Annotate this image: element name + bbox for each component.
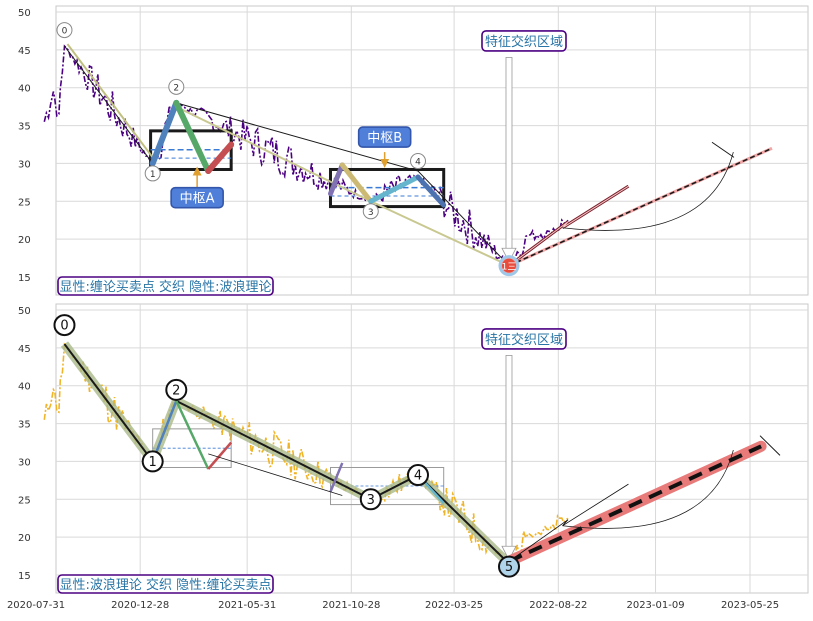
- bottom-xtick-label: 2021-10-28: [322, 600, 380, 611]
- top-price-line: [43, 44, 569, 267]
- bottom-ytick-label: 20: [18, 533, 31, 544]
- top-projection-arc: [562, 151, 734, 231]
- top-pivot-marker: [410, 153, 427, 170]
- bottom-pivot-marker: [407, 464, 430, 487]
- top-channel-2-5: [176, 102, 510, 266]
- bottom-pivot-marker: [497, 555, 520, 578]
- top-ytick-label: 50: [18, 8, 31, 19]
- bottom-thin-connector: [208, 453, 343, 496]
- top-stroke-segment: [368, 174, 421, 204]
- top-region-arrowhead: [501, 247, 517, 263]
- bottom-stroke-segment: [329, 462, 344, 493]
- callout-zhongshu-a-box: [170, 186, 224, 209]
- bottom-ytick-label: 50: [18, 306, 31, 317]
- bottom-ytick-label: 35: [18, 420, 31, 431]
- callout-zhongshu-a: 中枢A: [180, 192, 215, 207]
- top-region-label-box: [481, 30, 567, 52]
- bottom-xtick-label: 2020-07-31: [7, 600, 65, 611]
- bottom-projection-tick: [759, 435, 781, 456]
- top-stroke-segment: [415, 174, 447, 208]
- top-panel: 15 20 25 30 35 40 45 50 0 1 2 3 4 1三 中枢A 中枢B 特征交织区域显性:缠论…: [18, 5, 809, 296]
- bottom-xtick-label: 2023-05-25: [721, 600, 779, 611]
- bottom-region-label: 特征交织区域: [485, 332, 563, 348]
- bottom-xtick-label: 2022-08-22: [529, 600, 587, 611]
- bottom-pivot-label: 2: [172, 383, 180, 398]
- top-pivot-label: 2: [173, 83, 179, 93]
- top-channel-0-1: [64, 45, 154, 164]
- bottom-pivot-marker: [165, 378, 188, 401]
- bottom-ytick-label: 15: [18, 571, 31, 582]
- bottom-pivot-label: 5: [505, 560, 513, 575]
- bottom-region-label-box: [481, 328, 567, 350]
- bottom-ytick-label: 30: [18, 457, 31, 468]
- bottom-frame: [55, 303, 809, 594]
- top-region-label: 特征交织区域: [485, 34, 563, 50]
- bottom-ytick-label: 40: [18, 382, 31, 393]
- top-projection-tick: [711, 141, 735, 158]
- top-pivot-label: 4: [415, 158, 421, 168]
- bottom-pivot-marker: [53, 314, 76, 337]
- top-legend-text-box: [57, 276, 274, 296]
- top-ytick-label: 20: [18, 235, 31, 246]
- top-stroke-segment: [205, 141, 235, 174]
- top-region-arrow: [505, 57, 513, 251]
- bottom-legend-text: 显性:波浪理论 交织 隐性:缠论买卖点: [59, 577, 271, 593]
- bottom-legend-text-box: [57, 574, 274, 594]
- top-stroke-segment: [173, 99, 212, 174]
- top-pivot-marker: [168, 78, 185, 95]
- bottom-pivot-label: 1: [149, 455, 157, 470]
- top-channel-0-1b: [66, 43, 157, 163]
- bottom-pivot-label: 4: [414, 469, 422, 484]
- bottom-region-arrowhead: [501, 545, 517, 561]
- top-pivot-label: 1: [150, 170, 156, 180]
- top-pivot-label: 3: [368, 208, 374, 218]
- bottom-stroke-segment: [207, 441, 233, 470]
- top-ytick-label: 25: [18, 197, 31, 208]
- top-ytick-label: 30: [18, 159, 31, 170]
- bottom-projection-line: [508, 444, 762, 564]
- bottom-projection-zig: [508, 483, 629, 562]
- top-pivot-marker: [56, 22, 73, 39]
- bottom-xtick-label: 2021-05-31: [218, 600, 276, 611]
- bottom-ytick-label: 25: [18, 495, 31, 506]
- bottom-ytick-label: 45: [18, 344, 31, 355]
- top-pivot-marker: [144, 165, 161, 182]
- top-stroke-segment: [149, 99, 180, 167]
- top-ytick-label: 40: [18, 84, 31, 95]
- bottom-pivot-marker: [359, 488, 382, 511]
- top-ytick-label: 45: [18, 46, 31, 57]
- bottom-region-arrow: [505, 355, 513, 549]
- bottom-projection-arc: [562, 449, 734, 529]
- top-ytick-label: 35: [18, 122, 31, 133]
- bottom-pivot-label: 0: [60, 319, 68, 334]
- top-legend-text: 显性:缠论买卖点 交织 隐性:波浪理论: [59, 279, 271, 295]
- top-projection-zig-inner: [508, 185, 629, 267]
- bottom-xtick-label: 2022-03-25: [425, 600, 483, 611]
- bottom-xtick-label: 2020-12-28: [111, 600, 169, 611]
- top-pivot-marker-final-inner: [501, 258, 516, 273]
- top-pivot-label: 0: [62, 27, 68, 37]
- callout-zhongshu-b-box: [357, 126, 412, 148]
- top-stroke-segment: [339, 162, 374, 204]
- top-stroke-segment: [327, 162, 345, 197]
- callout-zhongshu-b: 中枢B: [367, 131, 402, 146]
- top-pivot-marker: [362, 203, 379, 220]
- top-ytick-label: 15: [18, 273, 31, 284]
- bottom-stroke-segment: [175, 400, 210, 470]
- bottom-xtick-label: 2023-01-09: [626, 600, 684, 611]
- bottom-pivot-marker: [141, 450, 164, 473]
- top-pivot-label: 1三: [502, 263, 517, 273]
- bottom-pivot-label: 3: [367, 493, 375, 508]
